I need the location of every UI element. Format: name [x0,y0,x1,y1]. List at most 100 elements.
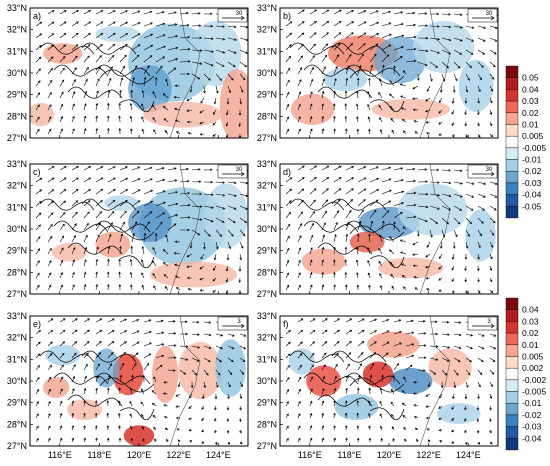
wind-vector [214,441,218,446]
wind-vector [95,78,100,87]
wind-vector [35,413,39,419]
wind-vector [239,217,248,224]
wind-vector [119,330,128,335]
shading-patch [373,36,427,84]
wind-vector [400,107,407,111]
wind-vector [107,10,116,15]
wind-vector [417,217,428,223]
wind-vector [143,353,152,359]
wind-vector [141,116,145,123]
wind-vector [199,109,205,114]
wind-vector [369,21,380,27]
wind-vector [309,271,313,279]
wind-vector [477,441,481,445]
wind-vector [119,44,128,51]
wind-vector [393,212,403,219]
wind-vector [192,36,203,40]
wind-vector [71,247,76,255]
shading-patch [95,26,139,42]
wind-vector [333,400,336,407]
wind-vector [369,10,379,15]
wind-vector [345,10,355,15]
lon-tick-label: 116°E [298,450,322,460]
wind-vector [451,253,455,260]
wind-vector [333,90,336,99]
wind-vector [186,265,193,268]
lon-tick-label: 124°E [206,450,231,460]
wind-vector [465,381,469,388]
wind-vector [344,246,348,254]
wind-vector [367,259,371,267]
colorbar-label: -0.02 [522,410,542,420]
wind-vector [285,200,292,207]
wind-vector [190,381,194,389]
wind-vector [477,109,480,116]
colorbar-segment [505,309,519,322]
wind-vector [94,400,98,407]
wind-vector [285,21,293,27]
wind-vector [83,284,87,291]
wind-vector [368,128,371,135]
wind-vector [309,128,313,135]
lat-tick-label: 33°N [257,311,277,321]
lat-tick-label: 28°N [257,419,277,429]
wind-vector [155,178,166,183]
wind-vector [35,341,41,347]
wind-vector [47,284,52,291]
wind-vector [369,362,375,371]
wind-vector [438,109,443,114]
wind-vector [47,235,53,243]
lat-tick-label: 33°N [7,159,27,169]
wind-vector [47,44,54,51]
wind-vector [477,357,484,363]
wind-vector [151,402,157,407]
wind-vector [453,357,461,363]
wind-vector [167,179,178,183]
wind-vector [151,390,157,395]
wind-vector [83,375,87,383]
wind-vector [489,25,498,29]
wind-vector [379,285,383,291]
wind-vector [155,343,165,347]
wind-vector [297,329,304,335]
wind-vector [379,387,383,395]
colorbar-segment [505,391,519,404]
wind-vector [47,166,55,171]
wind-vector [345,209,352,219]
wind-vector [333,65,338,75]
wind-vector [369,43,379,51]
wind-vector [141,245,145,255]
wind-vector [226,406,230,411]
wind-vector [175,287,181,291]
wind-vector [215,229,223,237]
wind-vector [356,77,360,87]
wind-vector [227,369,233,376]
wind-vector [417,192,429,196]
wind-vector [47,260,52,267]
wind-vector [453,169,463,172]
wind-vector [412,264,419,268]
reference-vector-arrow [222,15,245,21]
wind-vector [345,318,353,323]
wind-vector [401,390,407,395]
wind-vector [71,364,76,371]
lat-tick-label: 31°N [257,46,277,56]
wind-vector [309,329,316,335]
wind-vector [152,415,157,419]
wind-vector [321,425,324,431]
wind-vector [390,401,395,407]
wind-vector [95,246,99,255]
wind-vector [476,417,480,423]
wind-vector [95,271,98,279]
wind-vector [119,362,125,371]
wind-vector [413,404,419,407]
wind-vector [227,25,237,29]
wind-vector [191,61,203,65]
wind-vector [357,209,364,219]
lat-tick-label: 32°N [7,25,27,35]
wind-vector [239,357,246,362]
wind-vector [155,65,163,75]
wind-vector [321,246,325,255]
wind-vector [191,345,201,349]
wind-vector [167,202,179,207]
